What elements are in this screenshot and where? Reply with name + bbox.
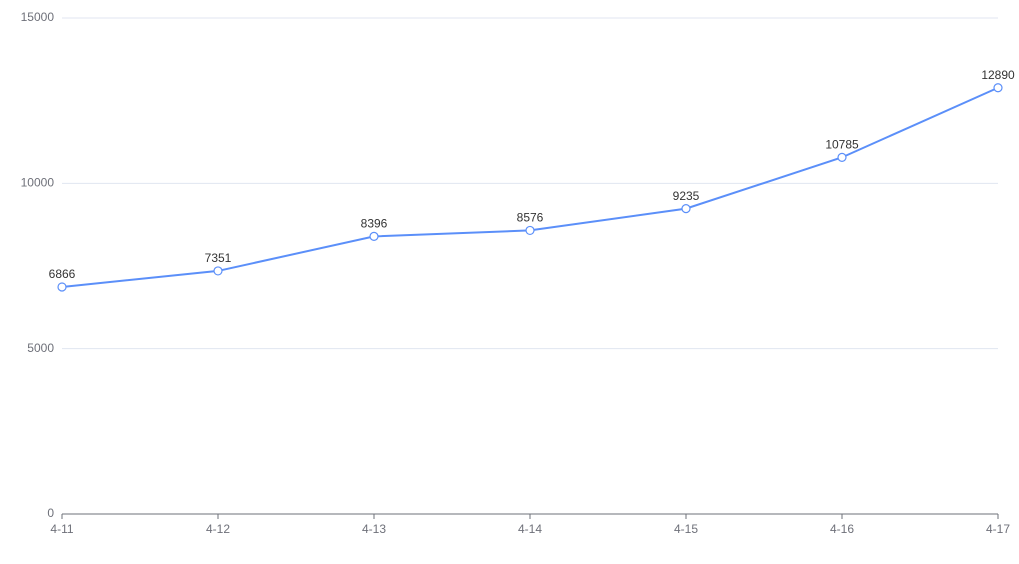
data-label: 8396 bbox=[361, 217, 388, 231]
point bbox=[681, 204, 691, 214]
y-tick-label: 0 bbox=[47, 506, 54, 520]
data-label: 8576 bbox=[517, 211, 544, 225]
x-tick-label: 4-17 bbox=[986, 522, 1010, 536]
y-tick-label: 5000 bbox=[27, 341, 54, 355]
point bbox=[993, 83, 1003, 93]
data-label: 9235 bbox=[673, 189, 700, 203]
data-label: 10785 bbox=[825, 138, 859, 152]
x-tick-label: 4-12 bbox=[206, 522, 230, 536]
point bbox=[369, 231, 379, 241]
line bbox=[61, 86, 999, 288]
data-label: 12890 bbox=[981, 68, 1015, 82]
x-tick-label: 4-16 bbox=[830, 522, 854, 536]
y-tick-label: 10000 bbox=[21, 176, 55, 190]
x-tick-label: 4-14 bbox=[518, 522, 542, 536]
data-label: 6866 bbox=[49, 267, 76, 281]
y-tick-label: 15000 bbox=[21, 10, 55, 24]
x-tick-label: 4-11 bbox=[50, 522, 73, 536]
x-tick-label: 4-15 bbox=[674, 522, 698, 536]
point bbox=[525, 225, 535, 236]
data-label: 7351 bbox=[205, 251, 232, 265]
point bbox=[837, 152, 847, 162]
point bbox=[213, 266, 223, 276]
point bbox=[57, 282, 67, 292]
x-tick-label: 4-13 bbox=[362, 522, 386, 536]
